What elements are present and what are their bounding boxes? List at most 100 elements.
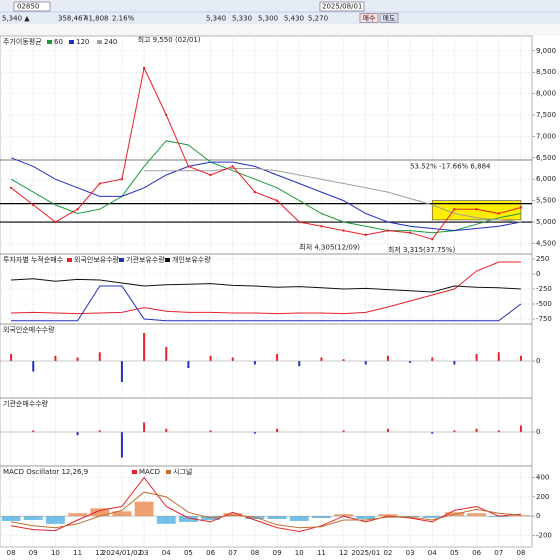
bar bbox=[342, 359, 345, 361]
annotation: 최저 4,305(12/09) bbox=[299, 243, 360, 252]
panel-title: 투자자별 누적순매수 bbox=[3, 255, 64, 264]
bar bbox=[431, 432, 434, 434]
x-tick-label: 05 bbox=[450, 549, 459, 557]
bar bbox=[1, 516, 21, 521]
bar bbox=[23, 516, 43, 520]
bar bbox=[209, 430, 212, 432]
price-point bbox=[187, 165, 190, 168]
legend-swatch bbox=[132, 470, 137, 474]
bar bbox=[10, 354, 13, 361]
legend-swatch bbox=[165, 258, 170, 262]
bar bbox=[45, 516, 65, 524]
button[interactable] bbox=[379, 13, 399, 23]
annotation: 최저 3,315(37.75%) bbox=[388, 245, 456, 254]
date[interactable]: 2025/08/01 bbox=[322, 3, 362, 11]
bar bbox=[209, 355, 212, 361]
code-box[interactable] bbox=[13, 1, 51, 12]
price-point bbox=[298, 220, 301, 224]
x-tick-label: 2025/01 bbox=[351, 549, 380, 557]
date-box[interactable] bbox=[319, 1, 365, 12]
legend-label: MACD bbox=[139, 468, 160, 476]
quote: 5,300 bbox=[258, 15, 278, 23]
y-tick-label: 200 bbox=[536, 493, 549, 501]
price-point bbox=[453, 208, 456, 211]
legend-label: 개인보유수량 bbox=[172, 255, 211, 264]
price-point bbox=[32, 203, 35, 207]
y-tick-label: 6,000 bbox=[536, 175, 556, 183]
bar bbox=[32, 430, 35, 432]
y-tick-label: 8,000 bbox=[536, 90, 556, 98]
price-point bbox=[98, 182, 101, 185]
bar bbox=[453, 361, 456, 365]
bar bbox=[165, 428, 168, 432]
y-tick-label: 7,500 bbox=[536, 111, 556, 119]
x-tick-label: 06 bbox=[472, 549, 481, 557]
bar bbox=[356, 516, 376, 520]
price-point bbox=[497, 212, 500, 215]
quote: 2.16% bbox=[112, 15, 135, 23]
annotation: 53.52% -17.66% 6,884 bbox=[410, 162, 491, 170]
y-tick-label: 0 bbox=[536, 357, 540, 365]
x-tick-label: 11 bbox=[73, 549, 82, 557]
button[interactable] bbox=[359, 13, 379, 23]
price-point bbox=[120, 178, 124, 181]
bar bbox=[289, 516, 309, 521]
legend-swatch bbox=[119, 258, 124, 262]
x-tick-label: 03 bbox=[406, 549, 415, 557]
x-tick-label: 10 bbox=[295, 549, 304, 557]
series-line bbox=[144, 168, 521, 223]
x-tick-label: 04 bbox=[428, 549, 437, 557]
price-point bbox=[275, 199, 279, 202]
bar bbox=[519, 355, 522, 361]
x-tick-label: 10 bbox=[51, 549, 60, 557]
bar bbox=[54, 355, 57, 361]
x-tick-label: 04 bbox=[162, 549, 171, 557]
legend-label: 외국인보유수량 bbox=[74, 255, 120, 264]
bar bbox=[90, 508, 110, 517]
bar bbox=[267, 516, 287, 520]
stock-code[interactable]: 02850 bbox=[17, 3, 39, 11]
price-point bbox=[342, 229, 345, 232]
series-line bbox=[11, 491, 521, 529]
y-tick-label: 250 bbox=[536, 255, 549, 263]
bar bbox=[187, 361, 190, 368]
series-line bbox=[11, 278, 521, 293]
series-line bbox=[10, 140, 521, 234]
panel-header bbox=[0, 24, 560, 36]
legend-label: 시그널 bbox=[173, 467, 192, 476]
bar bbox=[276, 428, 279, 432]
bar bbox=[134, 501, 154, 517]
y-tick-label: 6,500 bbox=[536, 154, 556, 162]
y-tick-label: 4,500 bbox=[536, 239, 556, 247]
bar bbox=[386, 355, 389, 361]
quote: 5,340 bbox=[206, 15, 226, 23]
legend-swatch bbox=[97, 40, 102, 44]
panel-title: MACD Oscillator 12,26,9 bbox=[3, 468, 88, 476]
price-point bbox=[475, 208, 478, 211]
price-point bbox=[431, 237, 434, 241]
x-tick-label: 09 bbox=[29, 549, 38, 557]
button-label[interactable]: 매도 bbox=[383, 15, 396, 23]
bar bbox=[165, 347, 168, 361]
bar bbox=[98, 430, 101, 432]
bar bbox=[475, 354, 478, 361]
bar bbox=[409, 361, 412, 363]
x-tick-label: 07 bbox=[228, 549, 237, 557]
series-line bbox=[11, 285, 522, 322]
bar bbox=[98, 352, 101, 361]
bar bbox=[178, 516, 198, 522]
price-point bbox=[253, 190, 257, 194]
price-point bbox=[76, 208, 79, 211]
panel-title: 외국인순매수수량 bbox=[3, 325, 55, 334]
bar bbox=[386, 428, 389, 432]
bar bbox=[364, 361, 367, 365]
bar bbox=[475, 428, 478, 432]
bar bbox=[378, 514, 398, 517]
x-tick-label: 11 bbox=[317, 549, 326, 557]
annotation: 최고 9,550 (02/01) bbox=[138, 35, 201, 44]
price-point bbox=[320, 225, 323, 228]
button-label[interactable]: 매수 bbox=[363, 15, 376, 23]
price-point bbox=[142, 66, 146, 70]
x-tick-label: 2024/01/02 bbox=[102, 549, 142, 557]
bar bbox=[231, 357, 234, 361]
